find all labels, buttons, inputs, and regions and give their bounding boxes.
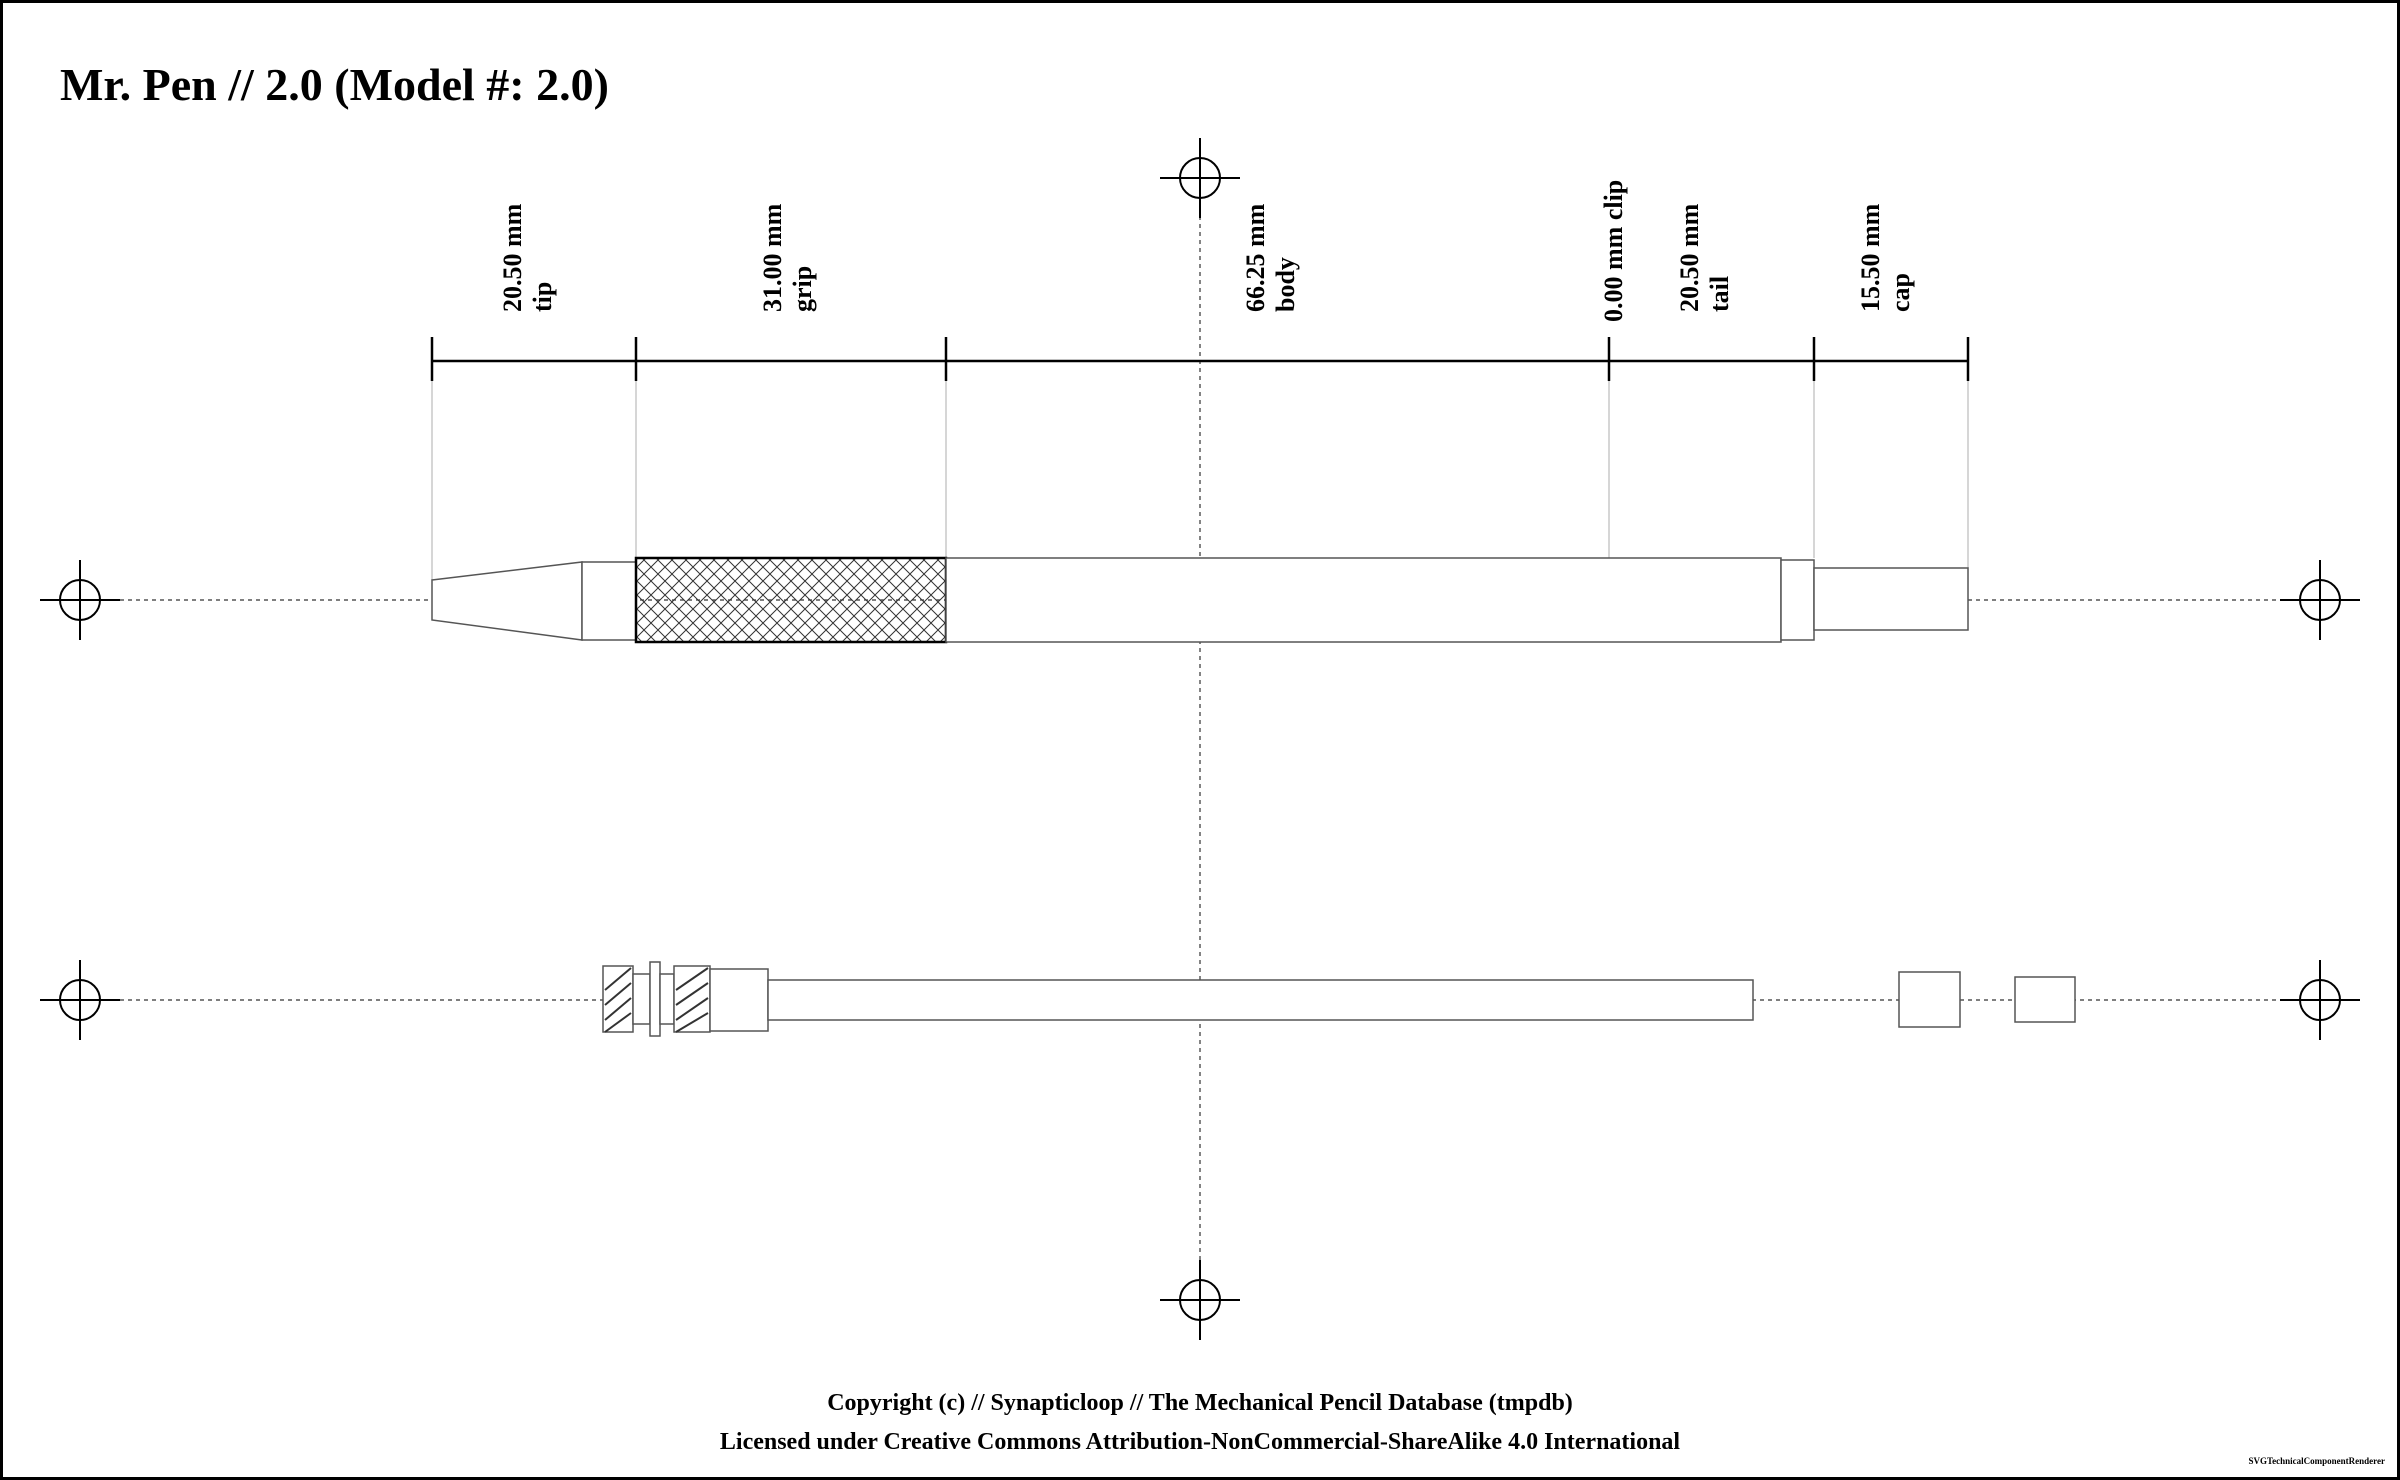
assembled-pen (431, 556, 1969, 644)
license-text: Licensed under Creative Commons Attribut… (720, 1429, 1681, 1455)
dimension-line-group (430, 337, 1970, 381)
dimension-value: 15.50 mm (1856, 203, 1885, 312)
tail-ring (1780, 559, 1815, 641)
spring-spacer-2 (659, 973, 675, 1025)
dimension-part: tail (1705, 276, 1734, 312)
refill-collar (709, 968, 769, 1032)
spring-coil-1-wraps (604, 967, 632, 1033)
refill-tube (767, 979, 1754, 1021)
registration-mark-right-lower (2280, 960, 2360, 1040)
registration-mark-top (1160, 138, 1240, 218)
dimension-value: 20.50 mm (1675, 203, 1704, 312)
dimension-part: grip (788, 266, 817, 312)
dimension-value: 0.00 mm clip (1599, 180, 1628, 322)
registration-mark-left-lower (40, 960, 120, 1040)
dimension-label-body: 66.25 mm body (1241, 203, 1300, 312)
drawing-title: Mr. Pen // 2.0 (Model #: 2.0) (60, 59, 609, 110)
tip-cone (431, 561, 583, 641)
dimension-value: 31.00 mm (758, 203, 787, 312)
renderer-credit: SVGTechnicalComponentRenderer (2248, 1456, 2385, 1466)
cap-insert (1898, 971, 1961, 1028)
spring-coil-2 (673, 965, 711, 1033)
dimension-label-clip: 0.00 mm clip (1599, 180, 1628, 322)
dimension-label-grip: 31.00 mm grip (758, 203, 817, 312)
dimension-value: 20.50 mm (498, 203, 527, 312)
exploded-internals (602, 961, 2076, 1037)
dimension-part: body (1271, 257, 1300, 312)
dimension-label-cap: 15.50 mm cap (1856, 203, 1915, 312)
copyright-text: Copyright (c) // Synapticloop // The Mec… (827, 1390, 1573, 1416)
dimension-label-tail: 20.50 mm tail (1675, 203, 1734, 312)
registration-mark-bottom (1160, 1260, 1240, 1340)
extension-lines (431, 381, 1969, 580)
registration-mark-left-upper (40, 560, 120, 640)
dimension-part: cap (1886, 273, 1915, 312)
body-barrel (945, 557, 1782, 643)
tip-collar (581, 561, 637, 641)
dimension-part: tip (528, 282, 557, 312)
spring-coil-2-wraps (675, 967, 709, 1033)
grip-knurled (634, 556, 948, 644)
center-lines (40, 160, 2360, 1300)
spring-washer (649, 961, 661, 1037)
dimension-label-tip: 20.50 mm tip (498, 203, 557, 312)
spring-coil-1 (602, 965, 634, 1033)
cap (1813, 567, 1969, 631)
registration-mark-right-upper (2280, 560, 2360, 640)
dimension-value: 66.25 mm (1241, 203, 1270, 312)
spring-spacer (632, 973, 651, 1025)
end-plug (2014, 976, 2076, 1023)
